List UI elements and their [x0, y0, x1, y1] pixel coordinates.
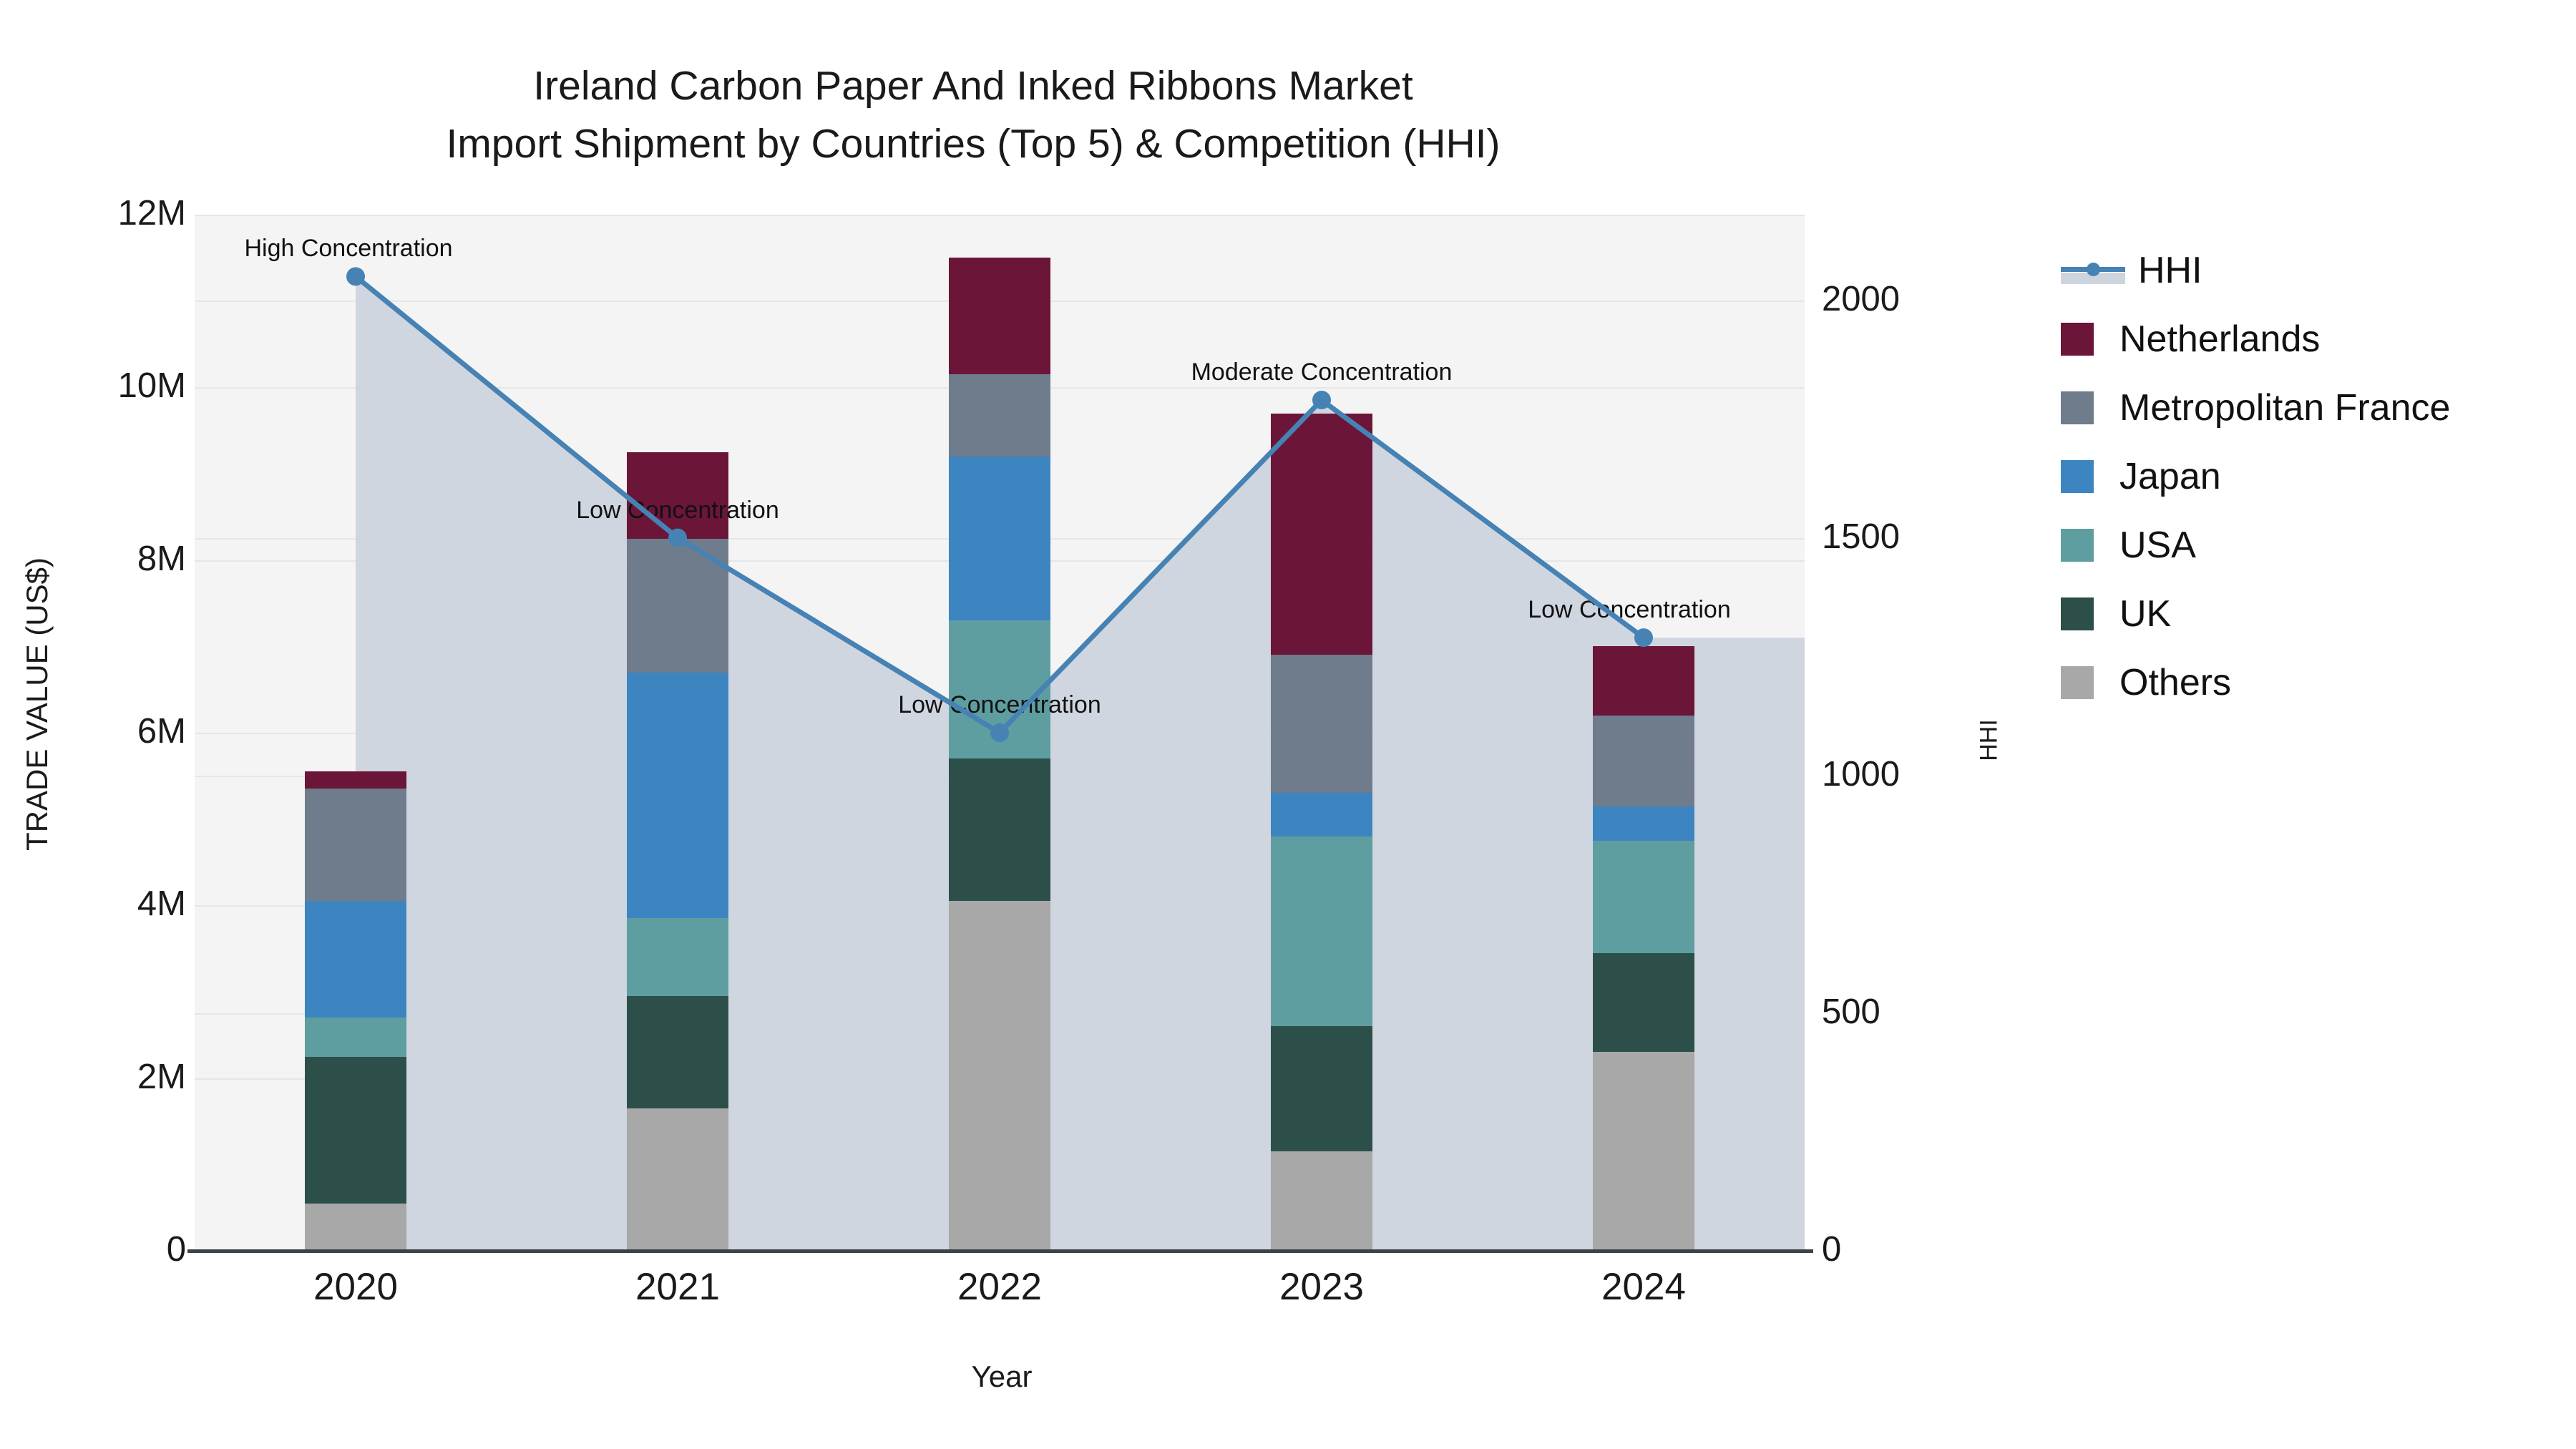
legend-item-uk[interactable]: UK: [2061, 580, 2562, 648]
bar-segment-uk-2024[interactable]: [1593, 952, 1694, 1053]
chart-title: Ireland Carbon Paper And Inked Ribbons M…: [0, 57, 1946, 173]
bar-segment-metropolitan-france-2021[interactable]: [627, 538, 728, 673]
legend-swatch-netherlands: [2061, 323, 2094, 356]
bar-segment-others-2022[interactable]: [949, 901, 1050, 1251]
bar-segment-metropolitan-france-2020[interactable]: [305, 789, 406, 902]
bar-segment-uk-2020[interactable]: [305, 1056, 406, 1204]
legend-line-dot: [2087, 263, 2100, 276]
bar-segment-netherlands-2021[interactable]: [627, 452, 728, 539]
chart-title-line1: Ireland Carbon Paper And Inked Ribbons M…: [533, 63, 1413, 109]
y-tick-label-12M: 12M: [117, 194, 186, 233]
bar-segment-japan-2022[interactable]: [949, 456, 1050, 621]
bar-segment-others-2024[interactable]: [1593, 1052, 1694, 1251]
y-tick-label-6M: 6M: [137, 712, 186, 751]
y-tick-label-0: 0: [166, 1230, 186, 1269]
legend-label: HHI: [2138, 250, 2202, 291]
hhi-area-fill: [356, 276, 1805, 1251]
bar-stack-2022[interactable]: [949, 215, 1050, 1251]
bar-segment-others-2023[interactable]: [1271, 1151, 1372, 1251]
bar-stack-2021[interactable]: [627, 215, 728, 1251]
legend: HHI Netherlands Metropolitan France Japan US…: [2061, 236, 2562, 717]
legend-item-metropolitan-france[interactable]: Metropolitan France: [2061, 374, 2562, 442]
legend-area-band: [2061, 273, 2125, 284]
y-axis-right-title: HHI: [1975, 719, 2003, 761]
y-axis-left-title: TRADE VALUE (US$): [20, 557, 54, 851]
bar-segment-usa-2020[interactable]: [305, 1018, 406, 1057]
y-tick-label-8M: 8M: [137, 539, 186, 578]
bar-segment-uk-2021[interactable]: [627, 996, 728, 1108]
annotation-2024: Low Concentration: [1528, 596, 1731, 624]
bar-stack-2020[interactable]: [305, 215, 406, 1251]
legend-swatch-others: [2061, 666, 2094, 699]
x-axis-line: [187, 1249, 1813, 1253]
legend-label: Others: [2119, 662, 2232, 703]
chart-subtitle: Import Shipment by Countries (Top 5) & C…: [446, 120, 1501, 167]
y2-tick-label-1000: 1000: [1822, 754, 1901, 794]
bar-segment-usa-2022[interactable]: [949, 620, 1050, 759]
legend-swatch-japan: [2061, 460, 2094, 493]
x-tick-label-2024: 2024: [1601, 1266, 1686, 1308]
legend-item-netherlands[interactable]: Netherlands: [2061, 305, 2562, 374]
bar-segment-netherlands-2023[interactable]: [1271, 413, 1372, 655]
x-tick-label-2022: 2022: [957, 1266, 1042, 1308]
bar-segment-japan-2020[interactable]: [305, 901, 406, 1018]
x-tick-label-2020: 2020: [313, 1266, 398, 1308]
legend-label: Japan: [2119, 456, 2221, 497]
bar-segment-netherlands-2022[interactable]: [949, 258, 1050, 375]
legend-item-hhi[interactable]: HHI: [2061, 236, 2562, 305]
bar-segment-uk-2023[interactable]: [1271, 1026, 1372, 1152]
bar-segment-netherlands-2024[interactable]: [1593, 646, 1694, 716]
bar-segment-metropolitan-france-2022[interactable]: [949, 374, 1050, 457]
bar-segment-japan-2021[interactable]: [627, 672, 728, 919]
legend-label: USA: [2119, 525, 2196, 566]
y-axis-left-ticks: 0 2M 4M 6M 8M 10M 12M: [0, 0, 187, 1449]
bar-segment-netherlands-2020[interactable]: [305, 771, 406, 789]
legend-item-usa[interactable]: USA: [2061, 511, 2562, 580]
bar-segment-metropolitan-france-2024[interactable]: [1593, 715, 1694, 806]
x-tick-label-2023: 2023: [1279, 1266, 1364, 1308]
y2-tick-label-1500: 1500: [1822, 517, 1901, 556]
legend-swatch-usa: [2061, 529, 2094, 562]
bar-segment-usa-2021[interactable]: [627, 918, 728, 997]
annotation-2023: Moderate Concentration: [1191, 358, 1453, 386]
bar-segment-others-2020[interactable]: [305, 1203, 406, 1251]
legend-swatch-metropolitan-france: [2061, 391, 2094, 424]
legend-line-marker-icon: [2061, 254, 2125, 287]
bar-segment-usa-2023[interactable]: [1271, 836, 1372, 1027]
legend-label: Metropolitan France: [2119, 387, 2451, 429]
annotation-2020: High Concentration: [244, 235, 453, 263]
x-axis-title: Year: [971, 1360, 1033, 1393]
legend-label: UK: [2119, 593, 2172, 635]
gridline-y-6: [195, 215, 1805, 216]
y-tick-label-4M: 4M: [137, 884, 186, 924]
y2-tick-label-0: 0: [1822, 1230, 1842, 1269]
y-tick-label-2M: 2M: [137, 1057, 186, 1096]
bar-segment-uk-2022[interactable]: [949, 758, 1050, 902]
legend-swatch-uk: [2061, 597, 2094, 630]
annotation-2022: Low Concentration: [898, 691, 1101, 718]
y-tick-label-10M: 10M: [117, 366, 186, 406]
x-tick-label-2021: 2021: [635, 1266, 720, 1308]
annotation-2021: Low Concentration: [576, 496, 779, 524]
legend-label: Netherlands: [2119, 318, 2321, 360]
bar-segment-metropolitan-france-2023[interactable]: [1271, 655, 1372, 794]
bar-segment-japan-2024[interactable]: [1593, 806, 1694, 841]
y2-tick-label-2000: 2000: [1822, 279, 1901, 318]
y2-tick-label-500: 500: [1822, 992, 1880, 1031]
bar-segment-japan-2023[interactable]: [1271, 793, 1372, 836]
bar-segment-usa-2024[interactable]: [1593, 840, 1694, 953]
legend-item-japan[interactable]: Japan: [2061, 442, 2562, 511]
bar-segment-others-2021[interactable]: [627, 1108, 728, 1251]
bar-stack-2024[interactable]: [1593, 215, 1694, 1251]
legend-item-others[interactable]: Others: [2061, 648, 2562, 717]
y-axis-right-ticks: 0 500 1000 1500 2000: [1818, 0, 2032, 1449]
